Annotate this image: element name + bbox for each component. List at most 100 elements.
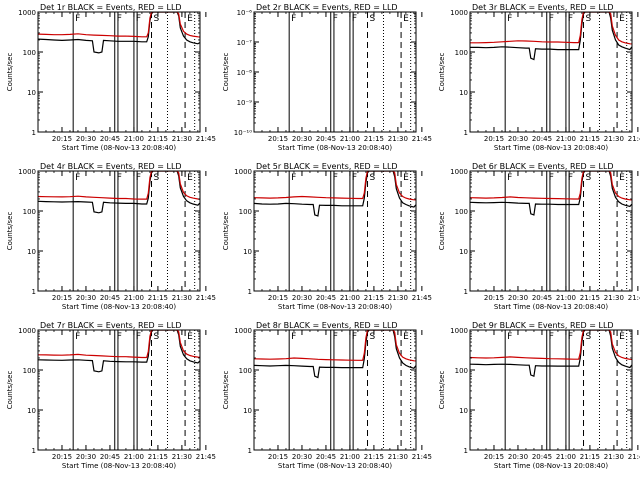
event-marker-label: F [352, 14, 357, 24]
x-tick-label: 21:00 [556, 135, 576, 143]
x-tick-label: 21:00 [556, 453, 576, 461]
event-marker-label: E [403, 332, 409, 342]
chart-title: Det 5r BLACK = Events, RED = LLD [256, 162, 398, 171]
x-tick-label: 21:45 [628, 294, 640, 302]
x-tick-label: 21:45 [412, 294, 432, 302]
x-axis-label: Start Time (08-Nov-13 20:08:40) [494, 144, 608, 152]
x-tick-label: 21:30 [604, 135, 624, 143]
y-tick-label: 1000 [234, 327, 252, 335]
y-tick-label: 1 [248, 447, 252, 455]
x-axis-label: Start Time (08-Nov-13 20:08:40) [62, 462, 176, 470]
chart-panel-3: Det 3r BLACK = Events, RED = LLD F F F S E 1 10… [438, 3, 640, 152]
series-line-lld [470, 171, 632, 201]
axes-frame [253, 11, 417, 133]
event-marker-label: F [352, 332, 357, 342]
x-tick-label: 20:15 [52, 453, 72, 461]
x-tick-label: 21:30 [172, 135, 192, 143]
event-marker-label: F [117, 332, 122, 342]
x-tick-label: 20:15 [52, 135, 72, 143]
series-line-events [38, 171, 200, 214]
x-tick-label: 20:15 [484, 135, 504, 143]
x-tick-label: 20:15 [268, 294, 288, 302]
y-tick-label: 1 [32, 129, 36, 137]
x-tick-label: 21:15 [364, 135, 384, 143]
chart-panel-9: Det 9r BLACK = Events, RED = LLD F F F S E 1 10… [438, 321, 640, 470]
x-tick-label: 20:30 [292, 453, 312, 461]
series-line-lld [470, 330, 632, 361]
x-axis-label: Start Time (08-Nov-13 20:08:40) [278, 303, 392, 311]
y-tick-label: 100 [455, 49, 468, 57]
event-marker-label: S [586, 14, 592, 24]
y-tick-label: 10⁻¹⁰ [234, 129, 252, 137]
x-axis-label: Start Time (08-Nov-13 20:08:40) [278, 462, 392, 470]
chart-panel-2: Det 2r BLACK = Events, RED = LLD F F F S E 10⁻… [222, 3, 432, 152]
event-marker-label: F [549, 14, 554, 24]
x-tick-label: 21:15 [364, 453, 384, 461]
x-axis-label: Start Time (08-Nov-13 20:08:40) [494, 303, 608, 311]
series-line-events [254, 330, 416, 379]
y-tick-label: 1000 [18, 9, 36, 17]
chart-title: Det 2r BLACK = Events, RED = LLD [256, 3, 398, 12]
event-marker-label: S [370, 14, 376, 24]
event-marker-label: E [403, 14, 409, 24]
axes-frame [469, 11, 633, 133]
x-tick-label: 21:15 [148, 453, 168, 461]
event-marker-label: S [154, 332, 160, 342]
y-tick-label: 100 [23, 208, 36, 216]
x-axis-label: Start Time (08-Nov-13 20:08:40) [62, 144, 176, 152]
y-axis-label: Counts/sec [6, 212, 14, 251]
event-marker-label: F [75, 332, 80, 342]
event-marker-label: F [136, 332, 141, 342]
series-line-lld [38, 12, 200, 38]
x-tick-label: 20:30 [76, 135, 96, 143]
event-marker-label: F [75, 14, 80, 24]
chart-title: Det 7r BLACK = Events, RED = LLD [40, 321, 182, 330]
y-tick-label: 1 [32, 288, 36, 296]
event-marker-label: F [136, 173, 141, 183]
y-axis-label: Counts/sec [438, 212, 446, 251]
chart-title: Det 1r BLACK = Events, RED = LLD [40, 3, 182, 12]
y-tick-label: 1 [464, 447, 468, 455]
event-marker-label: E [619, 332, 625, 342]
x-tick-label: 20:30 [292, 294, 312, 302]
event-marker-label: S [370, 332, 376, 342]
y-tick-label: 1000 [234, 168, 252, 176]
y-tick-label: 100 [23, 49, 36, 57]
event-marker-label: F [136, 14, 141, 24]
chart-panel-6: Det 6r BLACK = Events, RED = LLD F F F S E 1 10… [438, 162, 640, 311]
y-tick-label: 1 [248, 288, 252, 296]
event-marker-label: F [291, 14, 296, 24]
y-tick-label: 100 [23, 367, 36, 375]
x-tick-label: 21:30 [172, 453, 192, 461]
y-tick-label: 100 [455, 367, 468, 375]
event-marker-label: F [549, 173, 554, 183]
x-tick-label: 20:30 [508, 453, 528, 461]
y-tick-label: 10 [243, 407, 252, 415]
x-tick-label: 20:15 [268, 453, 288, 461]
x-tick-label: 20:45 [532, 453, 552, 461]
y-tick-label: 10⁻⁹ [237, 99, 253, 107]
x-tick-label: 21:30 [604, 453, 624, 461]
y-tick-label: 10 [27, 248, 36, 256]
x-tick-label: 21:00 [556, 294, 576, 302]
series-line-lld [254, 171, 416, 201]
chart-title: Det 9r BLACK = Events, RED = LLD [472, 321, 614, 330]
x-tick-label: 21:30 [388, 135, 408, 143]
event-marker-label: E [187, 14, 193, 24]
event-marker-label: F [568, 173, 573, 183]
event-marker-label: S [586, 173, 592, 183]
chart-title: Det 6r BLACK = Events, RED = LLD [472, 162, 614, 171]
series-line-lld [38, 171, 200, 200]
y-tick-label: 10⁻⁶ [237, 9, 253, 17]
x-axis-label: Start Time (08-Nov-13 20:08:40) [62, 303, 176, 311]
y-tick-label: 10 [459, 248, 468, 256]
event-marker-label: F [333, 173, 338, 183]
x-tick-label: 21:00 [124, 135, 144, 143]
series-line-events [470, 330, 632, 378]
